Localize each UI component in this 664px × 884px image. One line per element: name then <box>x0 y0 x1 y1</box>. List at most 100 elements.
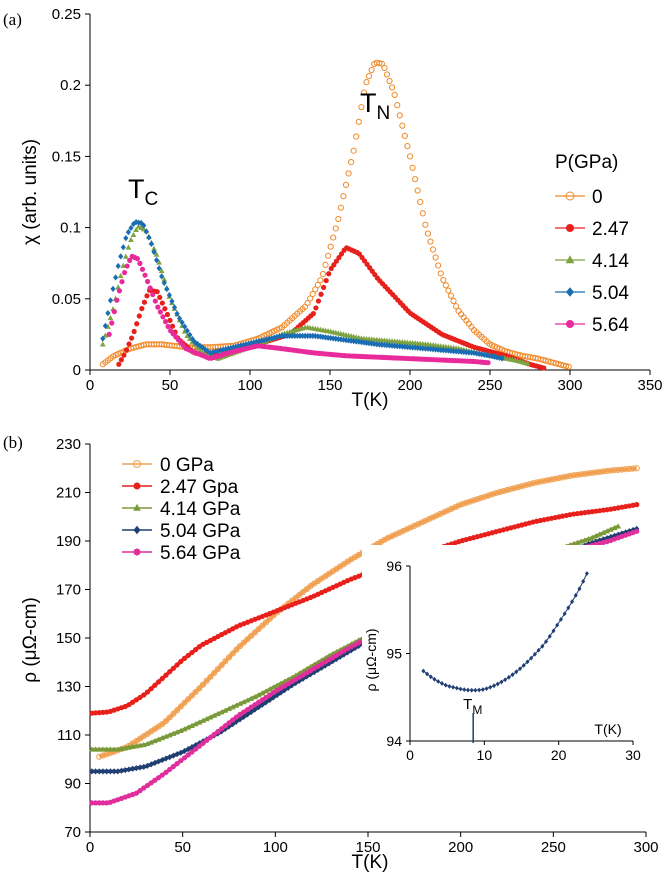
chart-b-point <box>611 467 618 474</box>
chart-a-point <box>169 323 176 329</box>
chart-b-point <box>155 775 162 781</box>
chart-b-point <box>181 655 188 661</box>
chart-b-point <box>585 470 592 477</box>
inset-point <box>432 676 437 682</box>
inset-point <box>477 687 482 693</box>
chart-b-point <box>111 768 117 775</box>
chart-b-point <box>170 665 176 671</box>
inset-point <box>529 655 534 661</box>
chart-b-point <box>634 528 640 534</box>
chart-a-legend-label: 5.64 <box>592 315 629 336</box>
chart-a-legend-item: 2.47 <box>555 219 629 240</box>
chart-b-point <box>633 465 640 472</box>
chart-b-y-tick-label: 70 <box>64 824 81 841</box>
inset-point <box>521 663 526 668</box>
chart-a-point <box>481 351 487 358</box>
chart-b-point <box>189 749 195 755</box>
chart-b-point <box>477 494 485 502</box>
chart-b-point <box>167 669 173 675</box>
chart-a-point <box>179 319 185 326</box>
chart-a-point <box>162 319 169 325</box>
chart-a-series-4 <box>100 219 505 362</box>
chart-b-legend-marker <box>133 503 141 511</box>
chart-a-point <box>325 334 331 341</box>
chart-a-legend-marker <box>565 191 575 201</box>
chart-a-point <box>430 346 436 353</box>
chart-b-point <box>267 692 273 698</box>
panel-a-label: (a) <box>3 10 22 29</box>
chart-b-point <box>515 484 522 491</box>
chart-b-point <box>103 746 110 752</box>
chart-b-point <box>266 686 273 692</box>
chart-a-point <box>365 72 373 80</box>
chart-b-y-tick-label: 130 <box>56 679 81 696</box>
chart-b-point <box>89 710 95 716</box>
chart-a-point <box>312 286 319 293</box>
chart-b-point <box>400 527 407 535</box>
chart-a-point <box>323 277 329 284</box>
chart-a-point <box>164 311 171 318</box>
chart-b-point <box>307 671 314 678</box>
chart-b-point <box>448 505 455 512</box>
chart-b-point <box>263 688 269 694</box>
chart-b-point <box>444 507 451 514</box>
chart-a-point <box>107 314 114 321</box>
chart-b-point <box>89 800 95 806</box>
chart-a-point <box>524 360 531 366</box>
chart-a-point <box>111 309 117 315</box>
chart-b-point <box>96 768 102 775</box>
chart-a-point <box>332 225 339 232</box>
chart-b-point <box>200 717 206 723</box>
chart-b-point <box>629 465 637 472</box>
inset-point <box>570 599 575 605</box>
chart-b-point <box>262 619 270 626</box>
inset-point <box>514 669 519 675</box>
chart-b-point <box>215 729 221 735</box>
chart-a-point <box>388 84 396 91</box>
chart-a-point <box>394 102 401 109</box>
chart-b-point <box>152 777 158 783</box>
chart-b-point <box>529 480 537 487</box>
chart-a-point <box>184 332 191 338</box>
chart-a-point <box>322 334 329 341</box>
chart-b-x-tick-label: 200 <box>448 839 473 856</box>
chart-b-point <box>226 720 232 726</box>
chart-b-y-tick-label: 210 <box>56 485 81 502</box>
chart-b-point <box>511 485 518 492</box>
chart-b-point <box>188 692 196 699</box>
chart-b-point <box>274 682 281 688</box>
chart-b-point <box>593 533 599 539</box>
chart-a-point <box>153 251 160 257</box>
chart-a-legend-label: 4.14 <box>592 251 629 272</box>
chart-b-point <box>407 524 414 531</box>
chart-a-point <box>159 273 165 280</box>
inset-point <box>573 592 578 598</box>
chart-b-point <box>392 531 399 538</box>
chart-b-point <box>185 752 191 758</box>
chart-a-point <box>328 265 334 272</box>
chart-a-point <box>386 77 393 85</box>
chart-a-point <box>307 295 314 302</box>
inset-point <box>421 668 426 674</box>
inset-point <box>425 671 430 677</box>
chart-a-point <box>141 222 147 229</box>
chart-a-point <box>406 153 414 160</box>
chart-a-point <box>134 256 140 262</box>
chart-a-x-tick-label: 150 <box>317 377 342 394</box>
chart-a-point <box>427 238 434 245</box>
chart-b-point <box>578 471 585 478</box>
inset-point <box>577 586 582 592</box>
chart-b-point <box>222 707 229 713</box>
chart-a-point <box>310 332 316 339</box>
chart-b-point <box>141 692 147 698</box>
chart-a-point <box>452 303 460 310</box>
chart-a-y-tick-label: 0 <box>73 362 81 379</box>
chart-b-point <box>204 737 210 743</box>
chart-b-point <box>181 699 188 706</box>
chart-a-point <box>139 266 146 272</box>
chart-b-point <box>155 736 162 742</box>
chart-a-point <box>353 338 359 345</box>
chart-a-point <box>164 285 170 293</box>
chart-a-point <box>146 234 152 241</box>
